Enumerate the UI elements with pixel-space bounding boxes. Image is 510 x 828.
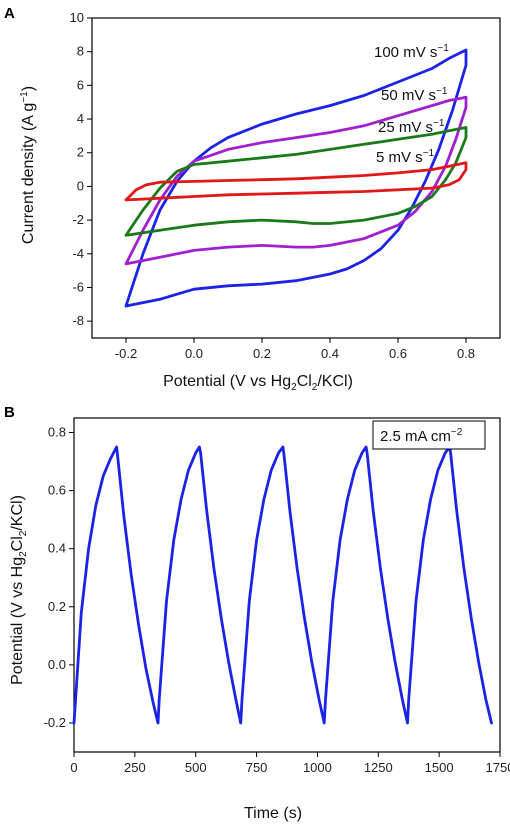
y-tick-label: 0.0 [48,657,66,672]
x-tick-label: 1250 [364,760,393,775]
panel-b-annotation-box: 2.5 mA cm−2 [372,420,486,450]
y-tick-label: -0.2 [44,715,66,730]
panel-a-y-axis-label: Current density (A g−1) [19,86,37,244]
panel-a-chart: A -0.2 0.0 0.2 0.4 0.6 0.8 -8 -6 -4 -2 0 2 4 6 8 10 100… [4,5,501,393]
series-label-1: 50 mV s−1 [381,86,448,104]
y-tick-label: 2 [77,145,84,160]
y-tick-label: 4 [77,111,84,126]
panel-a-x-axis-label: Potential (V vs Hg2Cl2/KCl) [163,373,353,393]
x-tick-label: 0.2 [253,346,271,361]
annotation-box-border [372,420,486,450]
y-tick-label: -8 [72,313,84,328]
y-tick-label: 0.6 [48,483,66,498]
x-tick-label: -0.2 [115,346,137,361]
series-label-2: 25 mV s−1 [378,118,445,136]
x-tick-label: 1500 [425,760,454,775]
x-tick-label: 0.6 [389,346,407,361]
annotation-text: 2.5 mA cm−2 [380,427,463,445]
series-line-0 [72,445,493,725]
x-tick-label: 500 [185,760,207,775]
y-tick-label: 6 [77,77,84,92]
y-tick-label: 0.2 [48,599,66,614]
series-label-0: 100 mV s−1 [374,43,449,61]
panel-a-letter: A [4,5,15,22]
series-label-3: 5 mV s−1 [376,148,435,166]
series-line-2 [124,126,468,237]
x-tick-label: 750 [246,760,268,775]
panel-b-y-axis-label: Potential (V vs Hg2Cl2/KCl) [9,495,29,685]
y-tick-label: 0.4 [48,541,66,556]
y-tick-label: -6 [72,279,84,294]
x-tick-label: 0.0 [185,346,203,361]
panel-b-x-axis-label: Time (s) [244,805,302,822]
x-tick-label: 0 [70,760,77,775]
series-line-1 [124,95,468,266]
y-tick-label: 0.8 [48,425,66,440]
y-tick-label: -2 [72,212,84,227]
panel-b-letter: B [4,404,15,421]
y-tick-label: -4 [72,246,84,261]
y-tick-label: 0 [77,178,84,193]
series-line-0 [124,48,468,308]
series-line-3 [124,161,468,202]
x-tick-label: 250 [124,760,146,775]
panel-b-chart: B 0 250 500 750 1000 1250 1500 1750 -0.2 0.0 0.2 0.… [4,404,510,822]
x-tick-label: 0.4 [321,346,339,361]
y-tick-label: 8 [77,44,84,59]
x-tick-label: 1750 [486,760,510,775]
panel-a-plot-frame [91,17,501,339]
x-tick-label: 0.8 [457,346,475,361]
y-tick-label: 10 [70,10,84,25]
x-tick-label: 1000 [303,760,332,775]
panel-b-plot-frame [73,417,501,753]
